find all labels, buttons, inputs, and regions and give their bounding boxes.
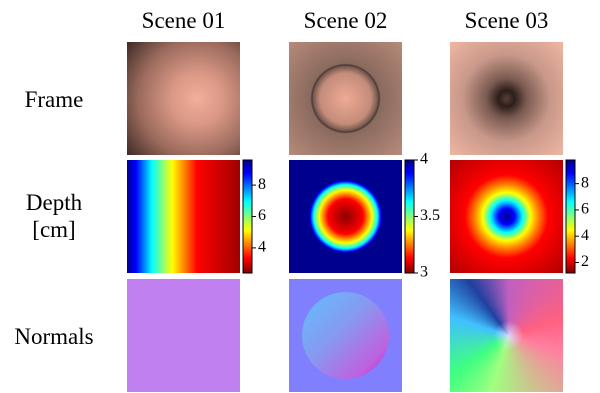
colorbar-tick-label: 6 <box>581 201 589 218</box>
colorbar-tick-label: 8 <box>581 174 589 191</box>
colorbar-tick-label: 2 <box>581 253 589 270</box>
colorbar-tick-label: 4 <box>581 227 589 244</box>
figure: Scene 01 Scene 02 Scene 03 Frame Depth [… <box>0 0 600 393</box>
colorbar-tick-label: 6 <box>258 207 266 224</box>
colorbar <box>566 160 575 273</box>
colorbar-tick-label: 4 <box>420 151 428 168</box>
colorbar-tick-label: 3 <box>420 264 428 281</box>
colorbar-tick-label: 8 <box>258 176 266 193</box>
colorbar-tick-label: 3.5 <box>420 207 440 224</box>
colorbar <box>243 160 252 273</box>
colorbars: 4 6 8 3 3.5 4 2 4 6 8 <box>0 0 600 393</box>
colorbar-tick-label: 4 <box>258 239 266 256</box>
colorbar <box>405 160 414 273</box>
